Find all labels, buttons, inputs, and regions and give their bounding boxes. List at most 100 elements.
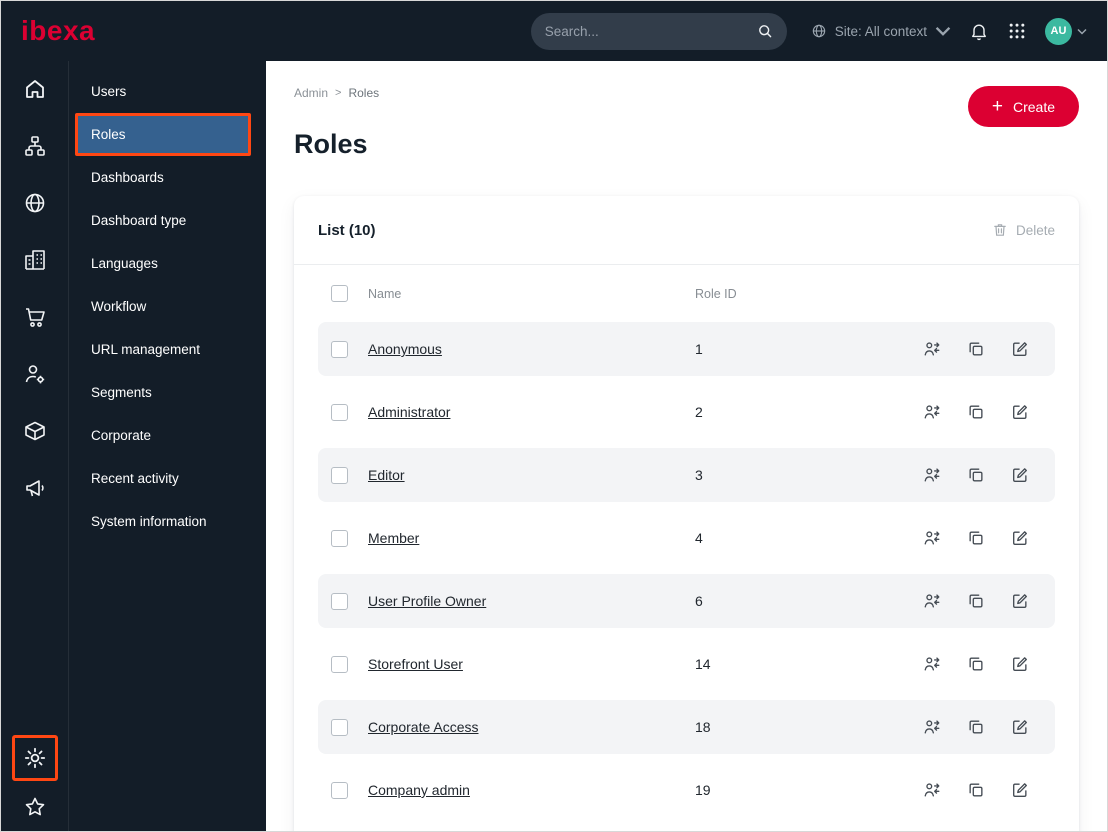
sidebar-item-dashboard-type[interactable]: Dashboard type: [69, 199, 266, 242]
row-actions: [923, 592, 1055, 610]
role-name-link[interactable]: Editor: [368, 467, 405, 483]
row-checkbox[interactable]: [331, 655, 348, 673]
sidebar-item-corporate[interactable]: Corporate: [69, 414, 266, 457]
assign-users-button[interactable]: [923, 466, 941, 484]
sidebar-item-users[interactable]: Users: [69, 70, 266, 113]
copy-role-button[interactable]: [967, 781, 985, 799]
package-icon: [24, 421, 45, 441]
edit-role-button[interactable]: [1011, 718, 1029, 736]
edit-role-button[interactable]: [1011, 655, 1029, 673]
role-id-value: 18: [695, 719, 711, 735]
assign-user-icon: [924, 342, 940, 356]
rail-button-site[interactable]: [23, 191, 47, 215]
copy-role-button[interactable]: [967, 340, 985, 358]
search-input[interactable]: [544, 23, 757, 39]
sidebar-item-recent-activity[interactable]: Recent activity: [69, 457, 266, 500]
role-name-link[interactable]: Company admin: [368, 782, 470, 798]
assign-users-button[interactable]: [923, 403, 941, 421]
role-row-administrator: Administrator 2: [318, 385, 1055, 439]
rail-button-commerce[interactable]: [23, 305, 47, 329]
role-id-value: 4: [695, 530, 703, 546]
create-button[interactable]: + Create: [967, 86, 1079, 127]
site-context-selector[interactable]: Site: All context: [811, 23, 951, 39]
copy-role-button[interactable]: [967, 655, 985, 673]
row-checkbox[interactable]: [331, 718, 348, 736]
copy-role-button[interactable]: [967, 466, 985, 484]
role-name-link[interactable]: Corporate Access: [368, 719, 479, 735]
row-actions: [923, 466, 1055, 484]
edit-role-button[interactable]: [1011, 529, 1029, 547]
role-id-value: 19: [695, 782, 711, 798]
role-row-user-profile-owner: User Profile Owner 6: [318, 574, 1055, 628]
delete-button-label: Delete: [1015, 222, 1055, 238]
rail-button-marketing[interactable]: [23, 476, 47, 500]
topbar: ibexa Site: All context AU: [1, 1, 1107, 61]
edit-icon: [1013, 468, 1027, 482]
row-checkbox[interactable]: [331, 529, 348, 547]
sidebar-item-segments[interactable]: Segments: [69, 371, 266, 414]
assign-users-button[interactable]: [923, 718, 941, 736]
copy-role-button[interactable]: [967, 592, 985, 610]
delete-button[interactable]: Delete: [992, 222, 1055, 238]
globe-icon: [25, 193, 44, 213]
sidebar-item-roles[interactable]: Roles: [75, 113, 251, 156]
edit-role-button[interactable]: [1011, 781, 1029, 799]
global-search[interactable]: [530, 12, 787, 50]
copy-icon: [969, 405, 983, 419]
assign-user-icon: [924, 657, 940, 671]
card-header: List (10) Delete: [318, 196, 1055, 264]
row-checkbox[interactable]: [331, 466, 348, 484]
rail-button-content-tree[interactable]: [23, 134, 47, 158]
assign-users-button[interactable]: [923, 781, 941, 799]
edit-role-button[interactable]: [1011, 592, 1029, 610]
assign-users-button[interactable]: [923, 340, 941, 358]
chevron-down-icon: [935, 26, 951, 36]
admin-highlight-box: [11, 735, 58, 781]
row-checkbox[interactable]: [331, 403, 348, 421]
breadcrumb-parent[interactable]: Admin: [294, 86, 329, 100]
user-menu[interactable]: AU: [1045, 17, 1087, 45]
role-name-link[interactable]: User Profile Owner: [368, 593, 487, 609]
rail-button-home[interactable]: [23, 77, 47, 101]
rail-button-products[interactable]: [23, 419, 47, 443]
divider: [294, 264, 1079, 265]
edit-icon: [1013, 783, 1027, 797]
notifications-button[interactable]: [969, 21, 989, 41]
row-checkbox[interactable]: [331, 781, 348, 799]
row-actions: [923, 655, 1055, 673]
assign-users-button[interactable]: [923, 655, 941, 673]
assign-users-button[interactable]: [923, 592, 941, 610]
icon-rail: [1, 61, 69, 831]
role-name-link[interactable]: Member: [368, 530, 420, 546]
edit-role-button[interactable]: [1011, 340, 1029, 358]
role-name-link[interactable]: Administrator: [368, 404, 451, 420]
select-all-checkbox[interactable]: [331, 285, 348, 302]
chevron-down-icon: [1077, 28, 1087, 35]
assign-user-icon: [924, 468, 940, 482]
apps-menu-button[interactable]: [1007, 21, 1027, 41]
sidebar-item-label: URL management: [91, 342, 201, 357]
sidebar-item-workflow[interactable]: Workflow: [69, 285, 266, 328]
role-name-link[interactable]: Storefront User: [368, 656, 463, 672]
row-checkbox[interactable]: [331, 592, 348, 610]
list-title: List (10): [318, 221, 376, 239]
copy-role-button[interactable]: [967, 529, 985, 547]
copy-role-button[interactable]: [967, 718, 985, 736]
sidebar-item-system-information[interactable]: System information: [69, 500, 266, 543]
sidebar-item-languages[interactable]: Languages: [69, 242, 266, 285]
edit-role-button[interactable]: [1011, 403, 1029, 421]
assign-users-button[interactable]: [923, 529, 941, 547]
edit-role-button[interactable]: [1011, 466, 1029, 484]
rail-button-company[interactable]: [23, 248, 47, 272]
rail-button-user-settings[interactable]: [23, 362, 47, 386]
sidebar-item-url-management[interactable]: URL management: [69, 328, 266, 371]
rail-button-admin[interactable]: [23, 746, 47, 770]
assign-user-icon: [924, 594, 940, 608]
sidebar-item-label: Corporate: [91, 428, 152, 443]
rail-button-bookmarks[interactable]: [23, 795, 47, 819]
role-row-company-admin: Company admin 19: [318, 763, 1055, 817]
role-name-link[interactable]: Anonymous: [368, 341, 442, 357]
sidebar-item-dashboards[interactable]: Dashboards: [69, 156, 266, 199]
row-checkbox[interactable]: [331, 340, 348, 358]
copy-role-button[interactable]: [967, 403, 985, 421]
